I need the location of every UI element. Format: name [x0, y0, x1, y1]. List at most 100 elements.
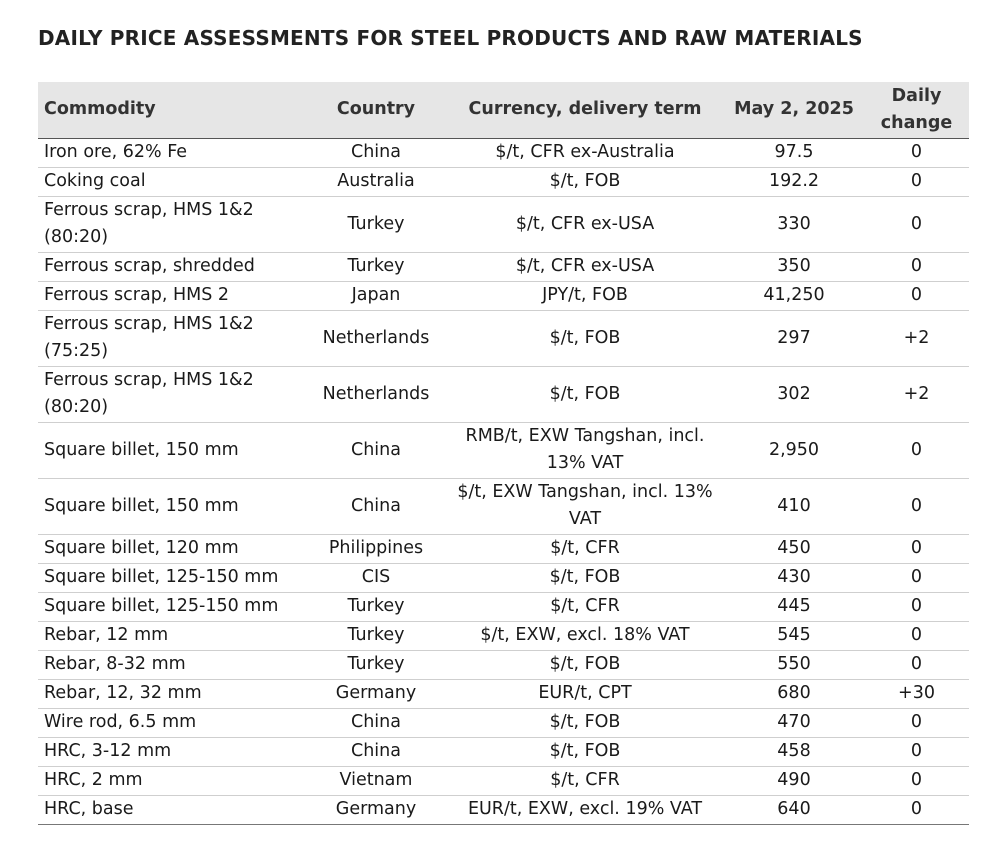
commodity-cell: Ferrous scrap, HMS 1&2 (75:25) — [38, 310, 306, 367]
commodity-cell: Square billet, 150 mm — [38, 422, 306, 479]
currency-term-cell: $/t, CFR ex-Australia — [446, 138, 724, 168]
table-row: Ferrous scrap, HMS 1&2 (80:20) Turkey $/t,… — [38, 196, 969, 253]
daily-change-cell: +30 — [864, 679, 969, 709]
price-cell: 410 — [724, 478, 864, 535]
currency-term-cell: $/t, CFR — [446, 766, 724, 796]
currency-term-cell: EUR/t, CPT — [446, 679, 724, 709]
daily-change-cell: 0 — [864, 422, 969, 479]
country-cell: Turkey — [306, 592, 446, 622]
daily-change-cell: 0 — [864, 563, 969, 593]
table-row: Iron ore, 62% Fe China $/t, CFR ex-Austral… — [38, 138, 969, 168]
page-title: DAILY PRICE ASSESSMENTS FOR STEEL PRODUC… — [38, 26, 863, 50]
commodity-cell: Iron ore, 62% Fe — [38, 138, 306, 168]
table-row: Square billet, 150 mm China RMB/t, EXW Tan… — [38, 422, 969, 479]
price-cell: 450 — [724, 534, 864, 564]
currency-term-cell: $/t, FOB — [446, 563, 724, 593]
price-cell: 302 — [724, 366, 864, 423]
commodity-cell: Rebar, 12 mm — [38, 621, 306, 651]
currency-term-cell: $/t, FOB — [446, 167, 724, 197]
price-cell: 330 — [724, 196, 864, 253]
country-cell: Turkey — [306, 650, 446, 680]
table-row: Coking coal Australia $/t, FOB 192.2 0 — [38, 167, 969, 197]
country-cell: Germany — [306, 679, 446, 709]
country-cell: Turkey — [306, 252, 446, 282]
country-cell: Turkey — [306, 196, 446, 253]
country-cell: Australia — [306, 167, 446, 197]
table-row: Ferrous scrap, shredded Turkey $/t, CFR ex… — [38, 252, 969, 282]
price-cell: 490 — [724, 766, 864, 796]
commodity-cell: Ferrous scrap, shredded — [38, 252, 306, 282]
commodity-cell: Rebar, 12, 32 mm — [38, 679, 306, 709]
currency-term-cell: $/t, EXW Tangshan, incl. 13% VAT — [446, 478, 724, 535]
currency-term-cell: $/t, CFR ex-USA — [446, 196, 724, 253]
currency-term-cell: $/t, CFR — [446, 534, 724, 564]
currency-term-cell: $/t, FOB — [446, 366, 724, 423]
commodity-cell: Square billet, 150 mm — [38, 478, 306, 535]
price-cell: 350 — [724, 252, 864, 282]
price-cell: 297 — [724, 310, 864, 367]
commodity-cell: Square billet, 125-150 mm — [38, 563, 306, 593]
price-cell: 680 — [724, 679, 864, 709]
daily-change-cell: +2 — [864, 366, 969, 423]
daily-change-cell: +2 — [864, 310, 969, 367]
country-cell: Vietnam — [306, 766, 446, 796]
price-cell: 550 — [724, 650, 864, 680]
daily-change-cell: 0 — [864, 478, 969, 535]
country-cell: Netherlands — [306, 310, 446, 367]
country-cell: Germany — [306, 795, 446, 825]
price-cell: 430 — [724, 563, 864, 593]
country-cell: CIS — [306, 563, 446, 593]
country-cell: China — [306, 737, 446, 767]
price-cell: 2,950 — [724, 422, 864, 479]
price-cell: 97.5 — [724, 138, 864, 168]
table-row: Ferrous scrap, HMS 2 Japan JPY/t, FOB 41,25… — [38, 281, 969, 311]
currency-term-cell: JPY/t, FOB — [446, 281, 724, 311]
currency-term-cell: $/t, FOB — [446, 310, 724, 367]
table-header-row: Commodity Country Currency, delivery ter… — [38, 82, 969, 139]
daily-change-cell: 0 — [864, 766, 969, 796]
table-row: HRC, base Germany EUR/t, EXW, excl. 19% VA… — [38, 795, 969, 825]
column-header-daily-change: Daily change — [864, 82, 969, 139]
currency-term-cell: $/t, FOB — [446, 737, 724, 767]
price-cell: 545 — [724, 621, 864, 651]
commodity-cell: Ferrous scrap, HMS 1&2 (80:20) — [38, 196, 306, 253]
currency-term-cell: $/t, CFR ex-USA — [446, 252, 724, 282]
table-row: Rebar, 12, 32 mm Germany EUR/t, CPT 680 +30 — [38, 679, 969, 709]
price-cell: 458 — [724, 737, 864, 767]
price-cell: 192.2 — [724, 167, 864, 197]
country-cell: China — [306, 478, 446, 535]
daily-change-cell: 0 — [864, 138, 969, 168]
price-cell: 640 — [724, 795, 864, 825]
commodity-cell: HRC, base — [38, 795, 306, 825]
commodity-cell: Rebar, 8-32 mm — [38, 650, 306, 680]
country-cell: China — [306, 422, 446, 479]
daily-change-cell: 0 — [864, 737, 969, 767]
column-header-currency-term: Currency, delivery term — [446, 82, 724, 139]
commodity-cell: Square billet, 120 mm — [38, 534, 306, 564]
daily-change-cell: 0 — [864, 252, 969, 282]
country-cell: Turkey — [306, 621, 446, 651]
price-cell: 470 — [724, 708, 864, 738]
commodity-cell: HRC, 2 mm — [38, 766, 306, 796]
currency-term-cell: EUR/t, EXW, excl. 19% VAT — [446, 795, 724, 825]
commodity-cell: Ferrous scrap, HMS 1&2 (80:20) — [38, 366, 306, 423]
table-row: HRC, 3-12 mm China $/t, FOB 458 0 — [38, 737, 969, 767]
table-row: Ferrous scrap, HMS 1&2 (75:25) Netherland… — [38, 310, 969, 367]
currency-term-cell: $/t, FOB — [446, 650, 724, 680]
table-row: Square billet, 120 mm Philippines $/t, CFR… — [38, 534, 969, 564]
daily-change-cell: 0 — [864, 708, 969, 738]
country-cell: Philippines — [306, 534, 446, 564]
currency-term-cell: $/t, FOB — [446, 708, 724, 738]
table-row: Ferrous scrap, HMS 1&2 (80:20) Netherland… — [38, 366, 969, 423]
column-header-commodity: Commodity — [38, 82, 306, 139]
daily-change-cell: 0 — [864, 167, 969, 197]
country-cell: Japan — [306, 281, 446, 311]
currency-term-cell: $/t, CFR — [446, 592, 724, 622]
country-cell: China — [306, 138, 446, 168]
table-row: Square billet, 150 mm China $/t, EXW Tangs… — [38, 478, 969, 535]
daily-change-cell: 0 — [864, 650, 969, 680]
commodity-cell: Ferrous scrap, HMS 2 — [38, 281, 306, 311]
table-row: Wire rod, 6.5 mm China $/t, FOB 470 0 — [38, 708, 969, 738]
column-header-country: Country — [306, 82, 446, 139]
commodity-cell: Coking coal — [38, 167, 306, 197]
